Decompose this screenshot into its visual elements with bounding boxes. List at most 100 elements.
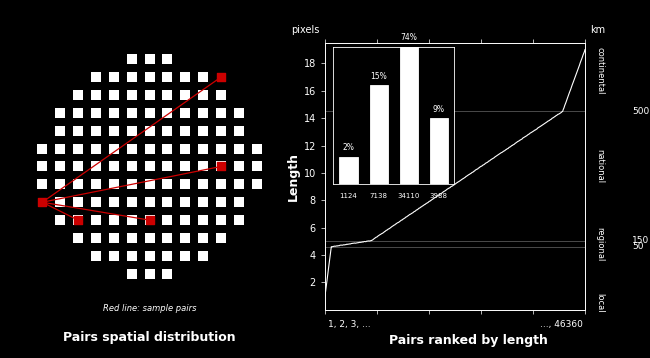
- Text: 34110: 34110: [397, 193, 420, 199]
- Point: [198, 253, 208, 259]
- Point: [144, 92, 155, 98]
- Point: [73, 92, 83, 98]
- Point: [162, 56, 173, 62]
- Point: [126, 217, 137, 223]
- Point: [162, 74, 173, 80]
- Point: [55, 146, 65, 151]
- Point: [126, 146, 137, 151]
- Text: 2%: 2%: [343, 144, 354, 153]
- Point: [126, 235, 137, 241]
- Point: [90, 110, 101, 116]
- Point: [198, 182, 208, 187]
- Text: regional: regional: [595, 227, 604, 261]
- Point: [198, 235, 208, 241]
- Text: 150: 150: [632, 236, 649, 245]
- Point: [90, 128, 101, 134]
- Point: [252, 182, 262, 187]
- Text: Pairs spatial distribution: Pairs spatial distribution: [63, 331, 236, 344]
- Point: [109, 146, 119, 151]
- Point: [234, 217, 244, 223]
- Point: [198, 217, 208, 223]
- Point: [109, 92, 119, 98]
- Point: [216, 128, 226, 134]
- Point: [144, 235, 155, 241]
- Point: [144, 110, 155, 116]
- Point: [90, 92, 101, 98]
- Point: [234, 146, 244, 151]
- Point: [109, 199, 119, 205]
- Point: [198, 92, 208, 98]
- Point: [180, 217, 190, 223]
- Point: [162, 217, 173, 223]
- Text: 50: 50: [632, 242, 644, 251]
- Point: [162, 110, 173, 116]
- Point: [90, 164, 101, 169]
- Point: [55, 128, 65, 134]
- Point: [216, 110, 226, 116]
- Point: [180, 164, 190, 169]
- Point: [198, 146, 208, 151]
- Point: [55, 110, 65, 116]
- Text: national: national: [595, 149, 604, 183]
- Point: [73, 235, 83, 241]
- Point: [90, 199, 101, 205]
- Point: [144, 271, 155, 277]
- Point: [144, 74, 155, 80]
- Point: [37, 182, 47, 187]
- Point: [180, 199, 190, 205]
- Point: [234, 199, 244, 205]
- Point: [216, 235, 226, 241]
- Point: [90, 74, 101, 80]
- Point: [198, 74, 208, 80]
- Point: [144, 164, 155, 169]
- Point: [216, 164, 226, 169]
- Point: [198, 199, 208, 205]
- Point: [73, 128, 83, 134]
- Point: [234, 164, 244, 169]
- Point: [162, 253, 173, 259]
- Point: [162, 182, 173, 187]
- Point: [162, 199, 173, 205]
- Point: [109, 235, 119, 241]
- Text: 15%: 15%: [370, 72, 387, 81]
- Point: [109, 164, 119, 169]
- Text: 74%: 74%: [400, 33, 417, 42]
- Point: [55, 199, 65, 205]
- Text: local: local: [595, 293, 604, 313]
- Text: regional: regional: [376, 121, 382, 149]
- Point: [126, 199, 137, 205]
- Point: [216, 217, 226, 223]
- Point: [180, 146, 190, 151]
- Point: [180, 128, 190, 134]
- Point: [144, 199, 155, 205]
- Point: [109, 182, 119, 187]
- Text: 7138: 7138: [370, 193, 387, 199]
- Point: [73, 217, 83, 223]
- Point: [144, 128, 155, 134]
- Text: continental: continental: [436, 131, 441, 171]
- Point: [73, 182, 83, 187]
- Text: ..., 46360: ..., 46360: [540, 320, 582, 329]
- Point: [126, 56, 137, 62]
- Point: [144, 217, 155, 223]
- Bar: [400, 0, 417, 184]
- Text: km: km: [590, 25, 605, 35]
- Point: [37, 164, 47, 169]
- Point: [162, 164, 173, 169]
- Point: [126, 92, 137, 98]
- Point: [144, 182, 155, 187]
- Point: [216, 182, 226, 187]
- Point: [109, 128, 119, 134]
- Point: [198, 164, 208, 169]
- Point: [180, 110, 190, 116]
- Point: [109, 110, 119, 116]
- Point: [55, 182, 65, 187]
- Point: [216, 74, 226, 80]
- Point: [73, 110, 83, 116]
- Point: [198, 110, 208, 116]
- Point: [162, 271, 173, 277]
- Text: 1124: 1124: [339, 193, 358, 199]
- Point: [162, 235, 173, 241]
- Point: [180, 74, 190, 80]
- Point: [90, 217, 101, 223]
